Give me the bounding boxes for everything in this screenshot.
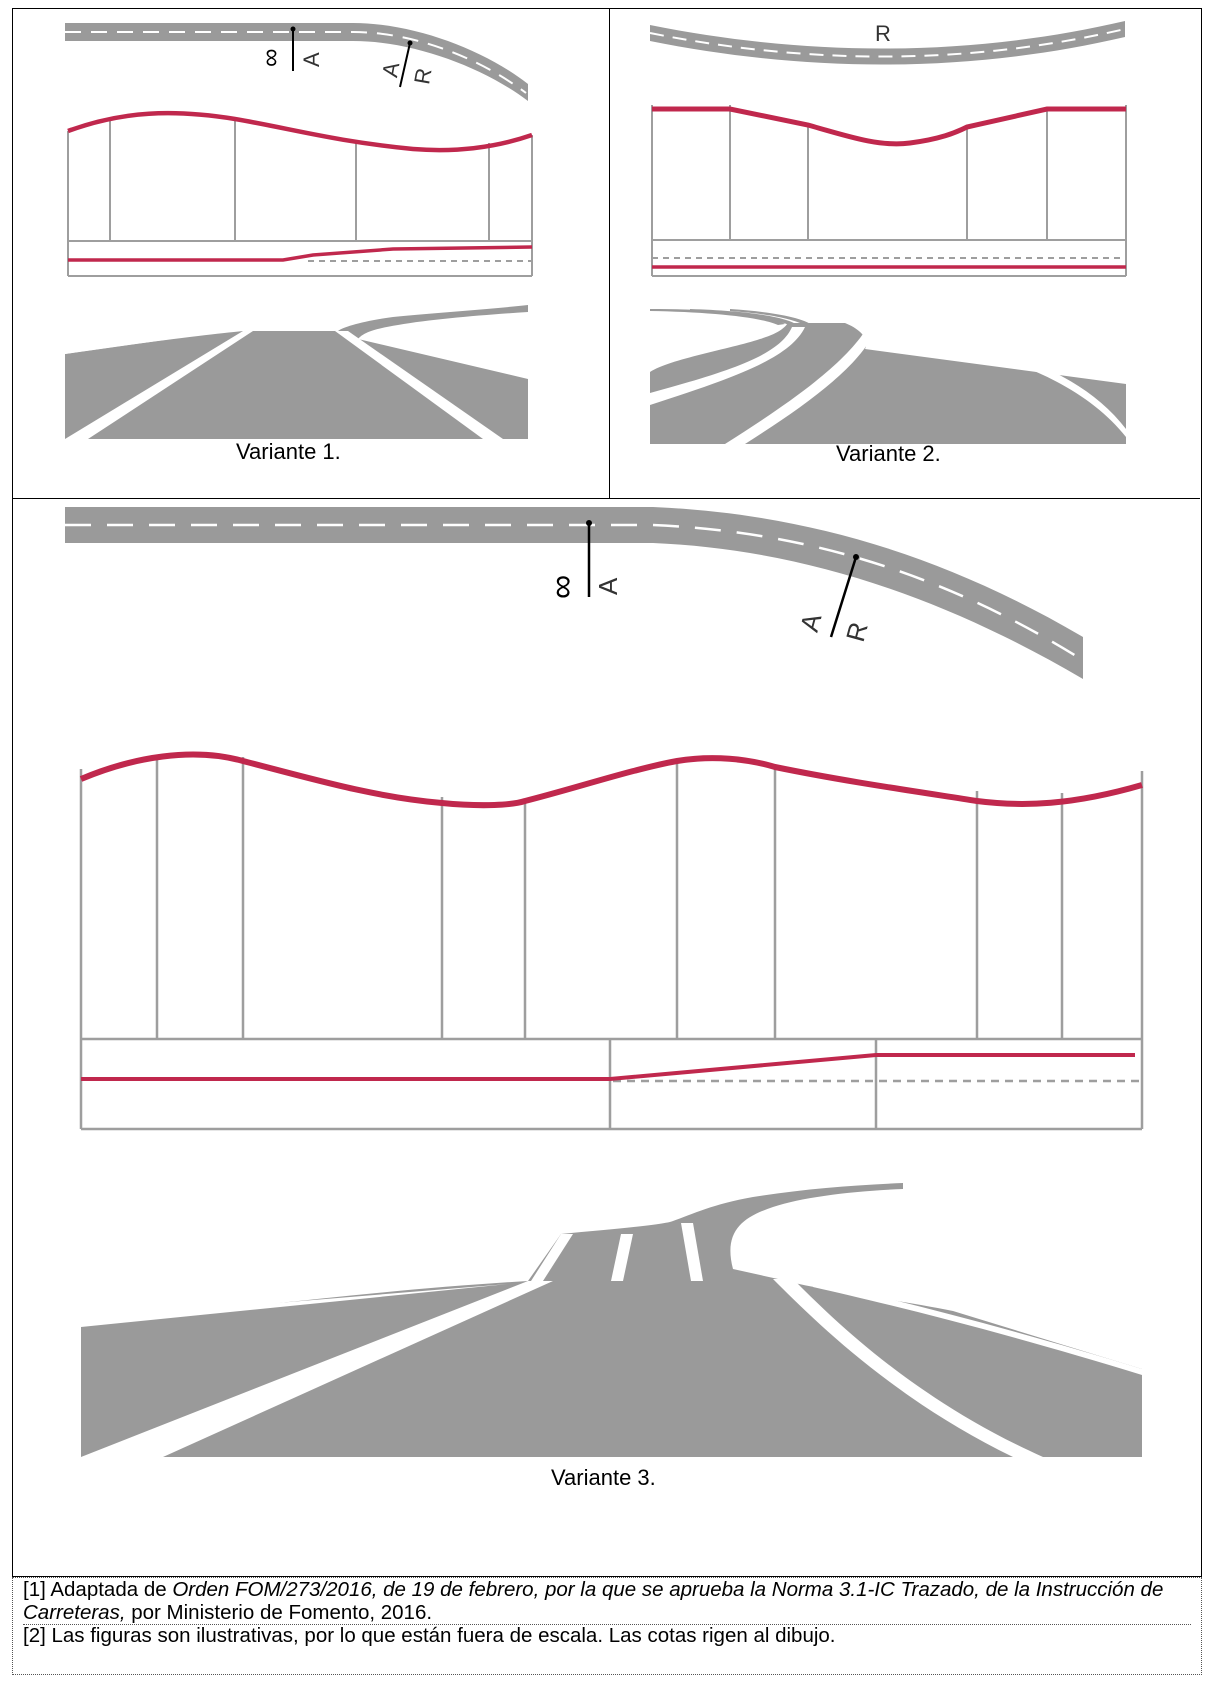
cant-line xyxy=(81,1053,1135,1081)
figure-frame: ∞ A A R xyxy=(12,8,1202,1577)
footnote-1-citation: Orden FOM/273/2016, de 19 de febrero, po… xyxy=(23,1578,1164,1624)
panel-variante-1: ∞ A A R xyxy=(13,9,610,499)
perspective-road-view xyxy=(81,1183,1142,1457)
plan-view-road: ∞ A A R xyxy=(65,507,1083,679)
a-label-curve: A xyxy=(377,60,404,79)
cant-profile-diagram xyxy=(79,757,1144,1131)
r-label-curve: R xyxy=(840,619,874,645)
a-label: A xyxy=(299,52,324,67)
caption-variante-3: Variante 3. xyxy=(551,1465,656,1490)
footnote-1-prefix: [1] Adaptada de xyxy=(23,1578,173,1601)
r-label: R xyxy=(875,21,891,46)
cant-line xyxy=(68,245,533,262)
cant-profile-diagram xyxy=(651,105,1127,277)
footnote-2: [2] Las figuras son ilustrativas, por lo… xyxy=(23,1624,836,1648)
plan-view-road: ∞ A A R xyxy=(65,23,528,101)
variante-1-diagram: ∞ A A R xyxy=(65,23,533,439)
infinity-symbol: ∞ xyxy=(255,48,285,67)
superelevation-curve xyxy=(79,751,1143,809)
variante-2-diagram: R xyxy=(649,21,1127,444)
footnotes: [1] Adaptada de Orden FOM/273/2016, de 1… xyxy=(12,1577,1202,1675)
a-label: A xyxy=(593,577,623,595)
superelevation-curve xyxy=(67,110,533,153)
panel-variante-3: ∞ A A R xyxy=(13,499,1200,1575)
perspective-road-view xyxy=(650,309,1126,444)
cant-profile-diagram xyxy=(67,117,533,277)
panel-variante-2: R xyxy=(610,9,1200,499)
perspective-road-view xyxy=(65,305,528,439)
infinity-symbol: ∞ xyxy=(543,575,581,599)
caption-variante-1: Variante 1. xyxy=(236,439,341,464)
r-label-curve: R xyxy=(409,66,436,86)
a-label-curve: A xyxy=(794,610,828,635)
superelevation-curve xyxy=(652,106,1126,147)
plan-view-road: R xyxy=(649,21,1126,65)
footnote-1: [1] Adaptada de Orden FOM/273/2016, de 1… xyxy=(23,1578,1191,1626)
variante-3-diagram: ∞ A A R xyxy=(65,507,1144,1457)
caption-variante-2: Variante 2. xyxy=(836,441,941,466)
footnote-1-suffix: por Ministerio de Fomento, 2016. xyxy=(125,1600,433,1624)
